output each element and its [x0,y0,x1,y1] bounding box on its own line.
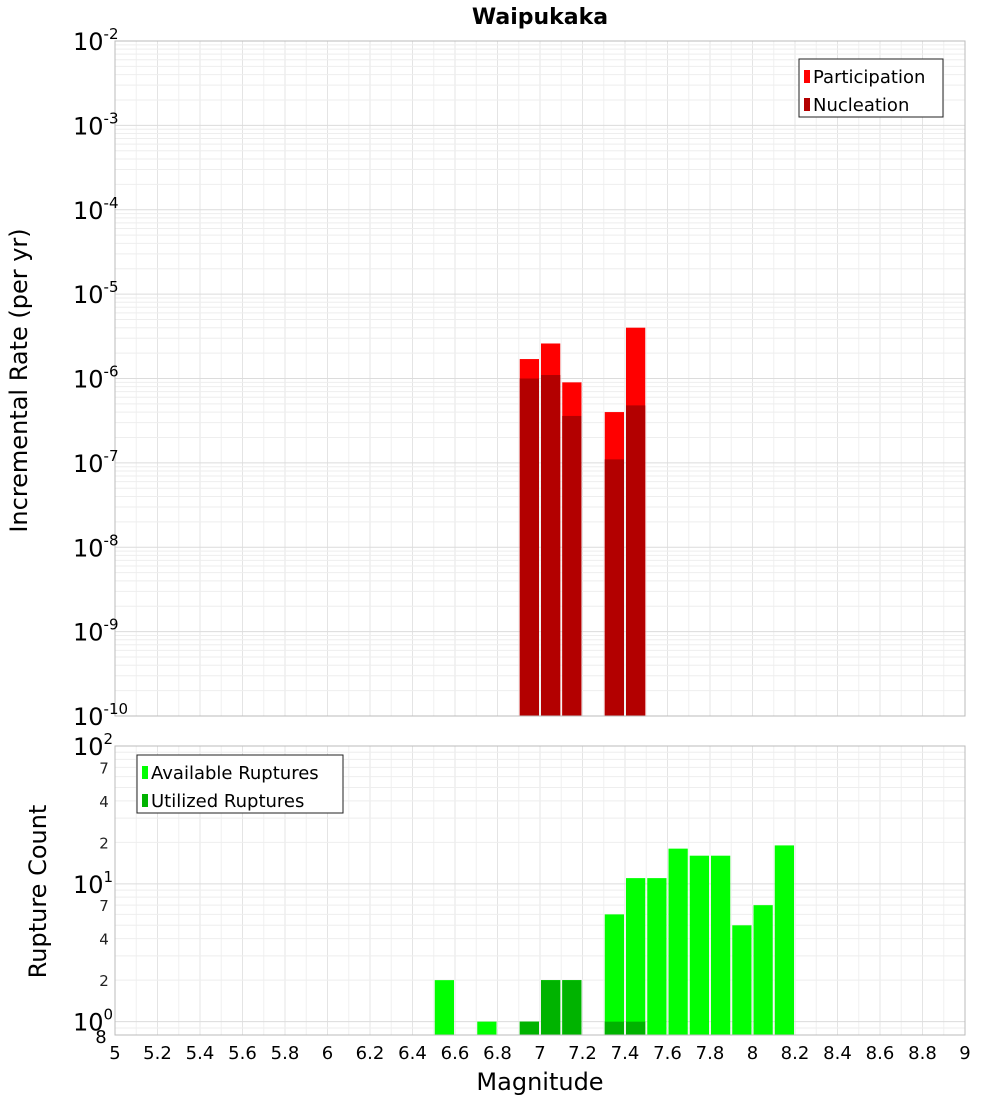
nucleation-bar [541,375,561,716]
x-tick-label: 5 [109,1043,120,1064]
utilized-ruptures-bar [626,1021,646,1035]
rate-y-tick-label: 10-6 [73,363,119,394]
count-bars [434,845,794,1035]
count-y-minor-label: 2 [99,972,109,990]
nucleation-legend-label: Nucleation [813,95,909,116]
count-y-minor-label: 7 [99,897,109,915]
x-tick-label: 5.2 [143,1043,172,1064]
available-ruptures-bar [434,980,454,1035]
rate-y-tick-label: 10-4 [73,194,119,225]
x-tick-label: 6 [322,1043,333,1064]
utilized-ruptures-bar [519,1021,539,1035]
available-ruptures-bar [626,878,646,1035]
available-ruptures-bar [647,878,667,1035]
x-tick-label: 7.6 [653,1043,682,1064]
count-y-minor-label: 4 [99,793,109,811]
rate-legend-box [798,58,944,118]
available-ruptures-bar [711,855,731,1035]
nucleation-bar [604,459,624,716]
rate-y-axis-title: Incremental Rate (per yr) [5,228,33,532]
available-ruptures-bar [689,855,709,1035]
rate-y-tick-label: 10-3 [73,109,119,140]
available-ruptures-bar [753,905,773,1035]
x-tick-label: 6.6 [441,1043,470,1064]
nucleation-bar [562,415,582,716]
x-tick-label: 7.4 [611,1043,640,1064]
available-ruptures-bar [668,848,688,1035]
count-legend-box [136,754,344,814]
rate-bars [519,327,646,716]
x-tick-label: 6.8 [483,1043,512,1064]
gridlines [114,41,966,1036]
x-tick-label: 5.8 [271,1043,300,1064]
x-axis-title: Magnitude [476,1068,603,1096]
chart-title: Waipukaka [472,5,608,30]
nucleation-bar [626,405,646,716]
rate-plot-border [114,40,966,717]
x-tick-label: 8 [747,1043,758,1064]
count-y-minor-label: 8 [95,1027,106,1048]
x-tick-label: 8.6 [866,1043,895,1064]
count-y-tick-label: 101 [73,868,113,899]
count-y-minor-label: 4 [99,931,109,949]
rate-y-tick-label: 10-7 [73,447,119,478]
rate-y-tick-label: 10-5 [73,278,119,309]
available-ruptures-bar [604,914,624,1035]
available-ruptures-legend-swatch [142,766,148,779]
x-tick-label: 6.2 [356,1043,385,1064]
utilized-ruptures-bar [562,980,582,1035]
rate-y-tick-label: 10-2 [73,25,119,56]
rate-y-tick-label: 10-8 [73,531,119,562]
x-tick-label: 7.2 [568,1043,597,1064]
count-y-tick-label: 102 [73,730,113,761]
x-tick-label: 7.8 [696,1043,725,1064]
count-y-minor-label: 2 [99,834,109,852]
x-tick-label: 8.4 [823,1043,852,1064]
count-y-minor-label: 7 [99,759,109,777]
utilized-ruptures-bar [604,1021,624,1035]
available-ruptures-bar [477,1021,497,1035]
rate-y-tick-label: 10-10 [73,700,128,731]
rate-y-tick-label: 10-9 [73,616,119,647]
x-tick-label: 5.4 [186,1043,215,1064]
participation-legend-swatch [804,70,810,83]
x-tick-label: 7 [534,1043,545,1064]
available-ruptures-bar [774,845,794,1035]
utilized-ruptures-bar [541,980,561,1035]
count-y-tick-label: 100 [73,1006,113,1037]
participation-legend-label: Participation [813,67,925,88]
available-ruptures-legend-label: Available Ruptures [151,763,319,784]
x-tick-label: 6.4 [398,1043,427,1064]
count-y-axis-title: Rupture Count [24,805,52,979]
rate-legend: Participation Nucleation [798,58,944,118]
x-tick-label: 8.8 [908,1043,937,1064]
count-legend: Available Ruptures Utilized Ruptures [136,754,344,814]
utilized-ruptures-legend-label: Utilized Ruptures [151,791,304,812]
nucleation-legend-swatch [804,98,810,111]
utilized-ruptures-legend-swatch [142,794,148,807]
nucleation-bar [519,378,539,716]
x-tick-label: 8.2 [781,1043,810,1064]
x-tick-label: 5.6 [228,1043,257,1064]
available-ruptures-bar [732,925,752,1035]
count-plot-border [114,745,966,1036]
x-tick-label: 9 [959,1043,970,1064]
